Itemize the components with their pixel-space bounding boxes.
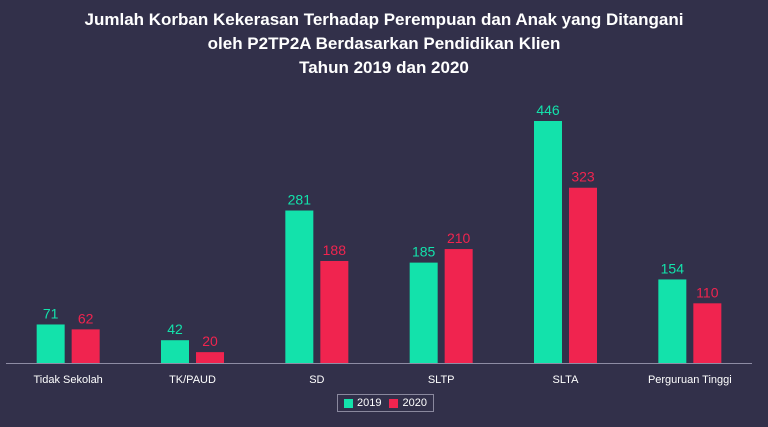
- bar-2019-2: [285, 210, 314, 363]
- bar-2020-3: [444, 249, 473, 363]
- data-label-2020-5: 110: [696, 284, 719, 300]
- bar-2019-3: [409, 262, 438, 363]
- chart-legend: 2019 2020: [337, 394, 434, 412]
- bar-2019-4: [534, 121, 562, 363]
- legend-item-2019: 2019: [344, 397, 381, 409]
- x-tick-label-5: Perguruan Tinggi: [648, 374, 732, 386]
- bar-2019-0: [36, 324, 65, 363]
- x-tick-label-0: Tidak Sekolah: [34, 374, 103, 386]
- x-tick-label-4: SLTA: [553, 374, 580, 386]
- bar-2020-5: [693, 303, 722, 363]
- data-label-2019-1: 42: [167, 321, 183, 337]
- data-label-2020-2: 188: [323, 242, 347, 258]
- legend-label-2019: 2019: [357, 397, 382, 409]
- data-label-2019-3: 185: [412, 244, 436, 260]
- bar-2020-1: [196, 352, 224, 363]
- chart-title-line-3: Tahun 2019 dan 2020: [299, 58, 469, 77]
- bar-2020-0: [71, 329, 100, 363]
- bar-2020-2: [320, 260, 349, 363]
- bar-2019-1: [161, 340, 189, 363]
- x-tick-label-3: SLTP: [428, 374, 455, 386]
- legend-swatch-2020: [389, 398, 399, 408]
- x-tick-label-1: TK/PAUD: [169, 374, 216, 386]
- data-label-2019-0: 71: [43, 305, 59, 321]
- data-label-2019-5: 154: [661, 260, 685, 276]
- chart-title-line-1: Jumlah Korban Kekerasan Terhadap Perempu…: [84, 10, 684, 29]
- data-label-2020-1: 20: [202, 333, 218, 349]
- data-label-2020-3: 210: [447, 230, 471, 246]
- bar-2020-4: [569, 187, 597, 363]
- legend-swatch-2019: [344, 398, 353, 408]
- bar-2019-5: [658, 279, 687, 363]
- data-label-2020-4: 323: [571, 169, 595, 185]
- legend-item-2020: 2020: [389, 397, 427, 409]
- chart-title-line-2: oleh P2TP2A Berdasarkan Pendidikan Klien: [207, 34, 561, 53]
- chart-title: Jumlah Korban Kekerasan Terhadap Perempu…: [0, 8, 768, 80]
- data-label-2020-0: 62: [78, 310, 94, 326]
- data-label-2019-2: 281: [288, 192, 312, 208]
- x-tick-label-2: SD: [309, 374, 324, 386]
- legend-label-2020: 2020: [402, 397, 427, 409]
- data-label-2019-4: 446: [536, 102, 560, 118]
